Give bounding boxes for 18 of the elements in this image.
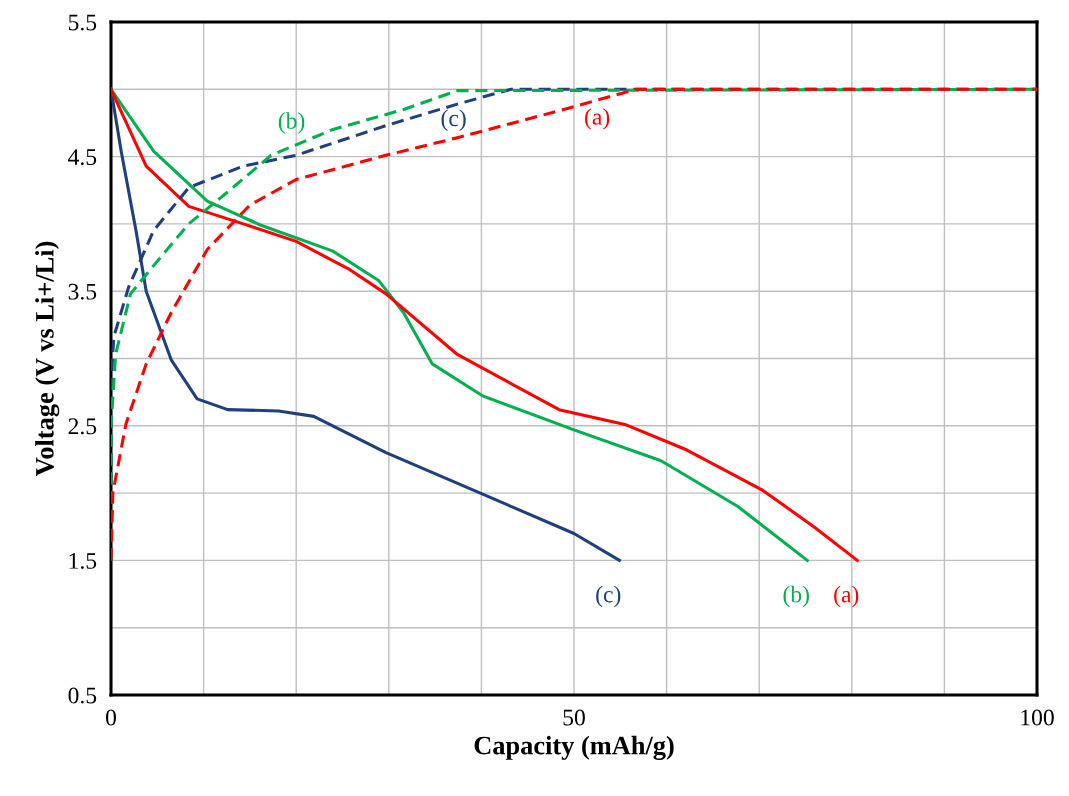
y-tick-label: 0.5 [68, 687, 97, 704]
x-tick-label: 50 [563, 709, 585, 726]
series-label: (b) [783, 585, 809, 608]
y-axis-title: Voltage (V vs Li+/Li) [35, 241, 60, 477]
series-label: (b) [278, 112, 305, 134]
y-tick-label: 2.5 [68, 418, 97, 435]
x-axis-title: Capacity (mAh/g) [474, 735, 674, 760]
series-label: (c) [441, 109, 466, 131]
y-tick-label: 3.5 [68, 283, 97, 300]
x-tick-label: 100 [1021, 709, 1054, 726]
y-tick-label: 5.5 [68, 14, 97, 31]
y-tick-label: 4.5 [68, 149, 97, 166]
line-series [111, 87, 1037, 562]
x-tick-label: 0 [106, 709, 116, 726]
series-label: (a) [585, 108, 610, 130]
y-tick-label: 1.5 [69, 553, 97, 569]
series-label: (a) [834, 585, 859, 608]
series-label: (c) [596, 585, 621, 608]
